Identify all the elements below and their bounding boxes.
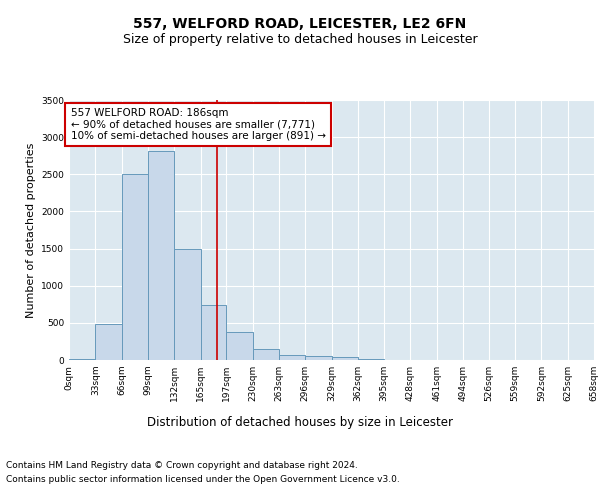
Text: Size of property relative to detached houses in Leicester: Size of property relative to detached ho… [122,32,478,46]
Y-axis label: Number of detached properties: Number of detached properties [26,142,35,318]
Text: Contains HM Land Registry data © Crown copyright and database right 2024.: Contains HM Land Registry data © Crown c… [6,460,358,469]
Text: 557, WELFORD ROAD, LEICESTER, LE2 6FN: 557, WELFORD ROAD, LEICESTER, LE2 6FN [133,18,467,32]
Bar [331,358,358,360]
Bar [305,356,331,360]
Bar [279,355,305,360]
Bar [69,358,95,360]
Bar [358,359,384,360]
Bar [226,332,253,360]
Text: Distribution of detached houses by size in Leicester: Distribution of detached houses by size … [147,416,453,429]
Bar [200,305,226,360]
Bar [175,248,200,360]
Bar [148,150,175,360]
Text: Contains public sector information licensed under the Open Government Licence v3: Contains public sector information licen… [6,476,400,484]
Text: 557 WELFORD ROAD: 186sqm
← 90% of detached houses are smaller (7,771)
10% of sem: 557 WELFORD ROAD: 186sqm ← 90% of detach… [71,108,326,141]
Bar [122,174,148,360]
Bar [95,324,122,360]
Bar [253,349,279,360]
